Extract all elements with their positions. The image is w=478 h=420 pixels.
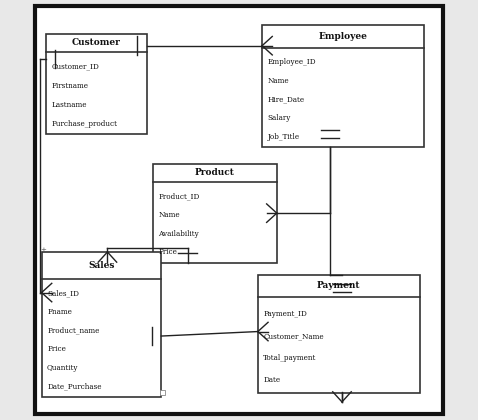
Bar — [46, 34, 147, 134]
Text: Job_Title: Job_Title — [268, 133, 300, 141]
Text: +: + — [41, 247, 47, 253]
Text: Lastname: Lastname — [51, 101, 87, 109]
Text: Product: Product — [195, 168, 235, 177]
Text: Firstname: Firstname — [51, 81, 88, 90]
Text: Employee: Employee — [318, 32, 368, 41]
Text: Name: Name — [158, 211, 180, 219]
Bar — [153, 164, 277, 262]
Bar — [258, 275, 420, 393]
Text: Sales: Sales — [88, 261, 115, 270]
Text: Product_ID: Product_ID — [158, 192, 200, 200]
Text: Employee_ID: Employee_ID — [268, 58, 316, 66]
Text: Date_Purchase: Date_Purchase — [47, 383, 101, 391]
Bar — [160, 390, 164, 395]
Text: Price: Price — [158, 248, 177, 256]
Text: Total_payment: Total_payment — [263, 354, 317, 362]
Text: Fname: Fname — [47, 307, 72, 315]
Text: Name: Name — [268, 76, 289, 84]
Text: Payment_ID: Payment_ID — [263, 310, 307, 318]
Text: Date: Date — [263, 376, 281, 384]
Bar — [262, 25, 424, 147]
Bar — [42, 252, 161, 397]
Text: Product_name: Product_name — [47, 326, 99, 334]
Text: Customer_ID: Customer_ID — [51, 63, 99, 71]
Text: Quantity: Quantity — [47, 364, 78, 372]
Text: Price: Price — [47, 345, 66, 353]
Text: Availability: Availability — [158, 229, 199, 237]
Text: Customer_Name: Customer_Name — [263, 332, 324, 340]
Text: Hire_Date: Hire_Date — [268, 95, 304, 103]
Text: Customer: Customer — [72, 38, 120, 47]
Text: Payment: Payment — [317, 281, 360, 291]
Text: Salary: Salary — [268, 114, 291, 122]
Text: Purchase_product: Purchase_product — [51, 120, 117, 128]
Text: Sales_ID: Sales_ID — [47, 289, 79, 297]
